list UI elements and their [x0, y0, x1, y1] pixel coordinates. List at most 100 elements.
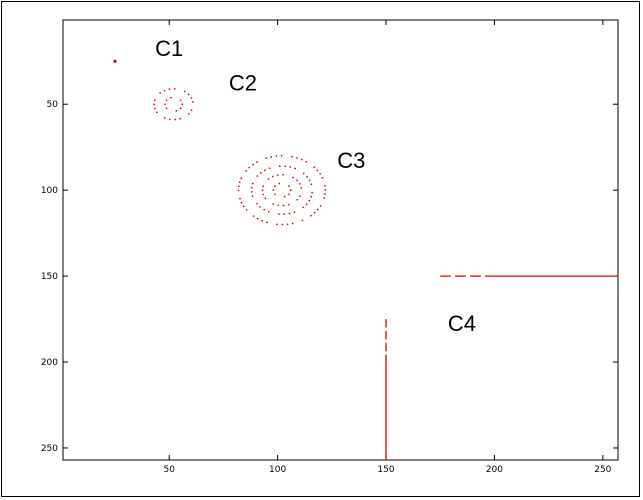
data-point	[245, 209, 248, 211]
data-point	[266, 221, 268, 224]
data-point	[153, 99, 156, 102]
x-tick-label: 200	[486, 465, 503, 475]
data-point	[286, 223, 289, 226]
data-point	[263, 208, 266, 211]
data-point	[319, 205, 322, 207]
data-point	[163, 89, 166, 92]
plot-area	[62, 19, 619, 461]
data-point	[294, 167, 297, 170]
data-point	[159, 92, 161, 94]
data-point	[268, 167, 271, 170]
data-point	[256, 202, 258, 205]
data-point	[277, 204, 280, 207]
data-point	[190, 97, 193, 99]
data-point	[259, 206, 262, 208]
data-point	[305, 160, 308, 163]
data-point	[238, 185, 240, 188]
data-point	[259, 172, 262, 174]
data-point	[261, 219, 263, 222]
data-point	[296, 179, 298, 182]
data-point	[264, 169, 266, 172]
data-point	[238, 181, 241, 184]
data-point	[113, 59, 117, 63]
data-point	[291, 155, 293, 158]
data-point	[170, 96, 172, 99]
data-point	[183, 90, 186, 93]
data-point	[280, 154, 283, 157]
data-point	[300, 187, 303, 189]
data-point	[164, 103, 166, 106]
data-point	[310, 214, 312, 217]
data-point	[308, 199, 311, 202]
data-point	[262, 185, 264, 187]
data-point	[153, 107, 156, 110]
data-point	[324, 193, 326, 195]
data-point	[168, 118, 171, 121]
data-point	[302, 172, 305, 175]
cluster-c1	[113, 59, 117, 63]
data-point	[264, 197, 267, 200]
x-tick-label: 150	[377, 465, 394, 475]
data-point	[187, 113, 190, 115]
data-point	[301, 219, 304, 222]
data-point	[265, 157, 268, 159]
data-point	[256, 161, 258, 163]
data-point	[284, 165, 286, 168]
data-point	[324, 189, 327, 191]
data-point	[306, 175, 308, 178]
annotation-c3: C3	[337, 148, 365, 173]
data-point	[323, 197, 325, 199]
data-point	[270, 155, 273, 158]
data-point	[267, 178, 270, 180]
data-point	[292, 176, 294, 179]
data-point	[278, 213, 280, 215]
data-point	[288, 212, 291, 215]
data-point	[287, 203, 290, 206]
data-point	[308, 179, 311, 182]
data-point	[240, 177, 243, 180]
data-point	[242, 205, 245, 208]
data-point	[288, 193, 290, 196]
data-point	[252, 163, 254, 166]
axes: 50 100 150 200 250 50 100 150 200 250	[41, 20, 618, 475]
data-point	[174, 118, 176, 121]
data-point	[313, 166, 316, 168]
x-tick-label: 100	[269, 465, 286, 475]
data-point	[283, 213, 286, 216]
data-point	[190, 109, 193, 112]
data-point	[271, 175, 274, 178]
annotation-c1: C1	[155, 36, 183, 61]
data-point	[179, 107, 182, 110]
data-point	[272, 189, 275, 192]
data-point	[251, 182, 254, 185]
data-point	[173, 87, 176, 90]
data-point	[163, 117, 166, 119]
data-point	[313, 211, 316, 214]
data-point	[293, 211, 296, 213]
data-point	[262, 193, 265, 196]
data-point	[278, 165, 281, 168]
data-point	[156, 111, 158, 114]
data-point	[175, 109, 178, 112]
y-tick-label: 250	[41, 444, 58, 454]
data-point	[305, 203, 308, 206]
data-point	[282, 204, 285, 207]
data-point	[324, 184, 326, 187]
data-point	[256, 217, 259, 220]
data-point	[276, 174, 279, 176]
y-tick-label: 50	[47, 100, 59, 110]
data-point	[289, 166, 292, 168]
data-point	[281, 223, 284, 226]
data-point	[165, 99, 168, 102]
data-point	[278, 182, 281, 185]
data-point	[267, 210, 270, 213]
data-point	[276, 223, 278, 226]
data-point	[310, 183, 313, 186]
data-point	[252, 215, 255, 217]
data-point	[291, 222, 294, 225]
data-point	[299, 195, 301, 198]
x-tick-label: 50	[164, 465, 176, 475]
data-point	[319, 173, 322, 175]
data-point	[165, 107, 168, 110]
